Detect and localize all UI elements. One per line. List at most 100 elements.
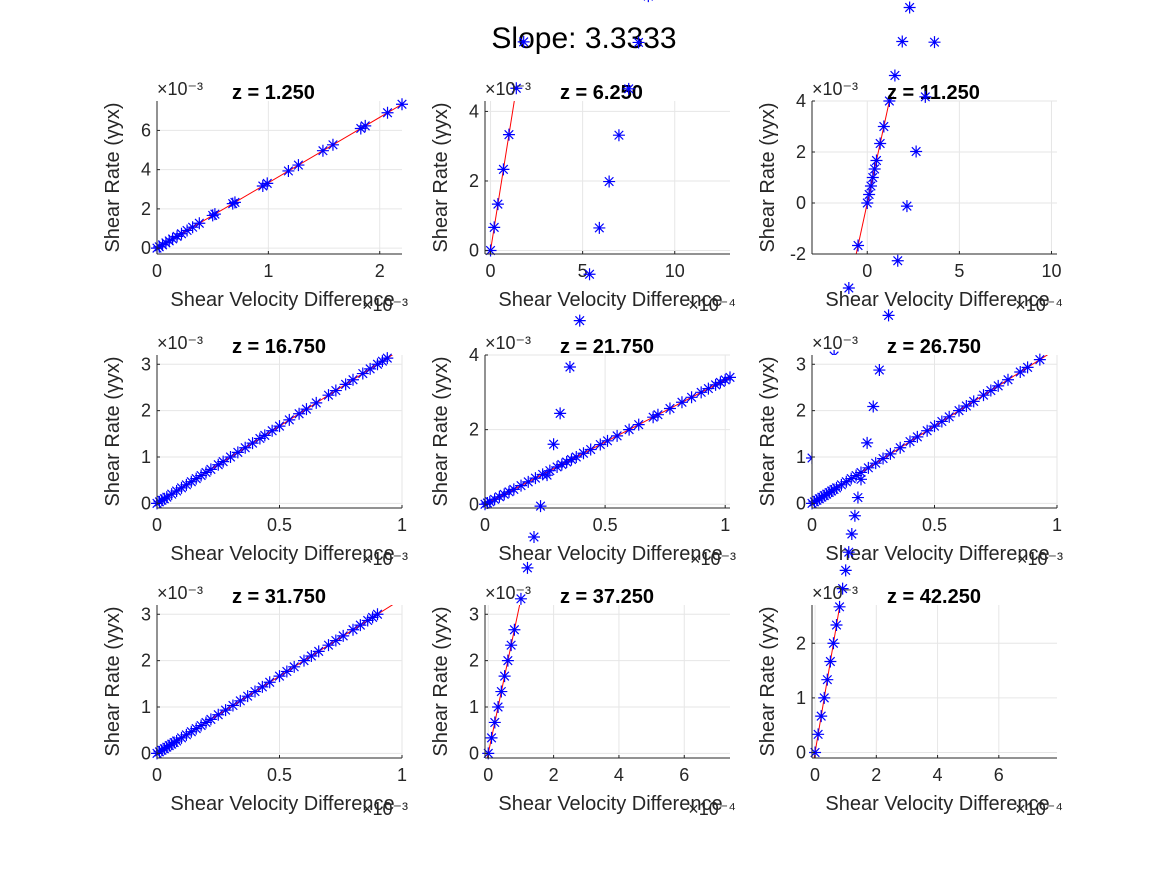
data-point — [175, 481, 188, 494]
data-point — [359, 119, 372, 132]
data-point — [643, 0, 654, 3]
y-tick-label: 2 — [469, 651, 479, 671]
x-tick-label: 4 — [614, 765, 624, 785]
data-point — [485, 731, 498, 744]
subplot-8: 0 2 4 6 0 1 2 3 ×10⁻³ ×10⁻⁴ z = 37.250 Shear Veloci… — [430, 0, 736, 819]
data-point — [685, 391, 698, 404]
data-point — [193, 217, 206, 230]
y-tick-label: 2 — [141, 651, 151, 671]
y-tick-label: 1 — [469, 697, 479, 717]
data-point — [160, 741, 173, 754]
data-point — [181, 224, 194, 237]
data-point — [861, 197, 874, 209]
data-point — [322, 389, 335, 402]
data-point — [249, 685, 261, 698]
data-point — [884, 447, 897, 460]
data-point — [166, 232, 179, 245]
x-axis-label: Shear Velocity Difference — [825, 543, 1049, 565]
y-exponent-label: ×10⁻³ — [157, 79, 203, 99]
data-point — [376, 355, 389, 368]
data-point — [498, 488, 511, 501]
subplot-title: z = 37.250 — [560, 586, 654, 608]
y-exponent-label: ×10⁻³ — [485, 583, 531, 603]
y-tick-label: -2 — [790, 244, 806, 264]
data-point — [835, 478, 848, 491]
subplot-4: 0 0.5 1 0 1 2 3 ×10⁻³ ×10⁻³ z = 16.750 Shear Veloc… — [102, 333, 408, 569]
x-exponent-label: ×10⁻³ — [362, 799, 408, 819]
data-point — [848, 509, 861, 522]
data-point — [992, 379, 1005, 392]
data-point — [492, 701, 505, 713]
data-point — [261, 177, 274, 190]
x-tick-label: 2 — [549, 765, 559, 785]
data-point — [396, 98, 408, 111]
x-axis-label: Shear Velocity Difference — [498, 793, 722, 815]
x-axis-label: Shear Velocity Difference — [825, 793, 1049, 815]
x-axis-label: Shear Velocity Difference — [170, 543, 394, 565]
data-point — [282, 164, 295, 177]
data-point — [155, 744, 168, 757]
data-point — [891, 254, 904, 267]
data-point — [900, 200, 913, 213]
plot-area — [485, 101, 730, 254]
data-point — [153, 240, 166, 253]
y-axis-label: Shear Rate (γyx) — [757, 356, 779, 506]
data-point — [534, 500, 547, 513]
data-point — [904, 435, 916, 448]
data-point — [200, 716, 212, 729]
y-tick-label: 2 — [141, 401, 151, 421]
y-tick-label: 3 — [469, 604, 479, 624]
data-point — [821, 673, 834, 686]
y-tick-label: 2 — [141, 199, 151, 219]
data-point — [507, 483, 520, 496]
data-point — [840, 475, 853, 488]
marker-series — [484, 35, 530, 257]
y-tick-label: 0 — [796, 193, 806, 213]
data-point — [256, 180, 269, 193]
data-point — [882, 309, 895, 322]
data-point — [495, 685, 508, 698]
y-tick-label: 0 — [796, 493, 806, 513]
subplot-9: 0 2 4 6 0 1 2 ×10⁻³ ×10⁻⁴ z = 42.250 Shear Velocit… — [757, 36, 1063, 819]
y-tick-label: 6 — [141, 120, 151, 140]
data-point — [823, 486, 836, 499]
data-point — [212, 458, 225, 471]
data-point — [246, 437, 259, 450]
data-point — [869, 457, 882, 470]
y-tick-label: 2 — [796, 633, 806, 653]
data-point — [622, 82, 635, 95]
data-point — [329, 634, 342, 647]
data-point — [862, 461, 875, 474]
data-point — [153, 745, 166, 758]
y-tick-label: 1 — [141, 697, 151, 717]
data-point — [873, 364, 886, 377]
y-axis-label: Shear Rate (γyx) — [102, 356, 124, 506]
y-axis-label: Shear Rate (γyx) — [757, 102, 779, 252]
data-point — [170, 735, 183, 747]
data-point — [828, 483, 841, 496]
data-point — [536, 468, 549, 481]
data-point — [651, 408, 664, 421]
data-point — [874, 137, 887, 150]
plot-area — [812, 605, 1057, 758]
data-point — [280, 665, 293, 678]
subplot-title: z = 26.750 — [887, 336, 981, 358]
data-point — [855, 466, 867, 479]
data-point — [864, 180, 877, 192]
data-point — [305, 650, 318, 663]
data-point — [719, 373, 732, 386]
x-tick-label: 4 — [933, 765, 943, 785]
subplot-title: z = 16.750 — [232, 336, 326, 358]
data-point — [984, 384, 997, 397]
data-point — [190, 722, 203, 735]
y-tick-label: 4 — [469, 101, 479, 121]
x-exponent-label: ×10⁻⁴ — [1015, 295, 1063, 315]
subplot-title: z = 11.250 — [887, 82, 980, 104]
data-point — [877, 120, 890, 133]
data-point — [347, 623, 359, 636]
data-point — [877, 452, 890, 465]
x-tick-label: 1 — [720, 515, 730, 535]
data-point — [813, 492, 826, 505]
data-point — [488, 493, 501, 506]
